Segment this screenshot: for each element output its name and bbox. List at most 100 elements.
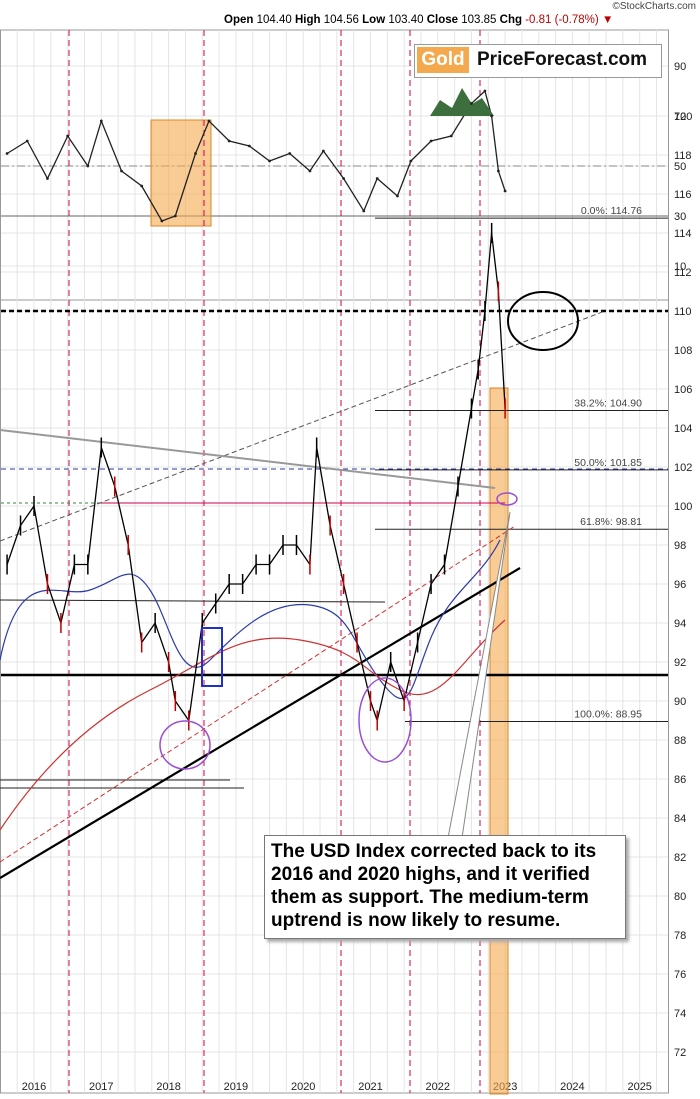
chg-value: -0.81 (-0.78%)	[525, 14, 599, 26]
year-tick-label: 2021	[358, 1081, 382, 1093]
year-tick-label: 2017	[89, 1081, 113, 1093]
price-tick-label: 110	[674, 306, 692, 318]
rsi-point	[120, 169, 123, 173]
rsi-point	[409, 159, 413, 163]
rsi-point	[288, 152, 292, 155]
low-circle-2018	[159, 720, 211, 770]
price-line	[6, 232, 506, 723]
chg-label: Chg	[499, 14, 523, 26]
pattern-rect-2018	[201, 627, 223, 687]
rsi-point	[86, 164, 90, 168]
year-tick-label: 2022	[426, 1081, 450, 1093]
rsi-tick-label: 30	[674, 211, 686, 223]
price-tick-label: 76	[674, 969, 686, 981]
rsi-point	[490, 114, 494, 118]
rsi-point	[496, 169, 500, 173]
target-ellipse	[507, 291, 579, 351]
rsi-point	[342, 177, 345, 180]
rsi-point	[503, 189, 507, 193]
price-tick-label: 92	[674, 657, 686, 669]
trend-dashed-grey	[0, 310, 606, 542]
annotation-box: The USD Index corrected back to its 2016…	[264, 835, 626, 939]
rsi-point	[194, 152, 197, 155]
price-tick-label: 96	[674, 579, 686, 591]
rsi-point	[25, 139, 29, 143]
chg-down-arrow-icon: ▼	[601, 14, 614, 26]
rsi-tick-label: 90	[674, 61, 686, 73]
rsi-point	[483, 89, 487, 93]
close-label: Close	[426, 14, 459, 26]
ohlc-readout: Open 104.40 High 104.56 Low 103.40 Close…	[224, 14, 613, 26]
fib-label: 61.8%: 98.81	[580, 516, 642, 528]
year-tick-label: 2020	[291, 1081, 315, 1093]
rsi-point	[46, 177, 49, 180]
rsi-point	[268, 159, 271, 163]
rsi-point	[66, 134, 70, 138]
rsi-point	[375, 177, 379, 180]
rsi-point	[207, 119, 211, 123]
price-tick-label: 114	[674, 228, 692, 240]
fib-label: 50.0%: 101.85	[574, 457, 642, 469]
trend-red-dashed	[0, 525, 516, 863]
price-tick-label: 118	[674, 150, 692, 162]
rsi-highlight-2017	[150, 119, 212, 227]
price-tick-label: 98	[674, 540, 686, 552]
site-logo: Gold PriceForecast.com	[414, 44, 662, 78]
price-panel-frame	[0, 299, 669, 1094]
price-tick-label: 102	[674, 462, 692, 474]
year-tick-label: 2016	[22, 1081, 46, 1093]
ma-blue	[0, 539, 501, 700]
price-tick-label: 100	[674, 501, 692, 513]
price-tick-label: 120	[674, 111, 692, 123]
low-value: 103.40	[388, 14, 424, 26]
year-tick-label: 2024	[560, 1081, 584, 1093]
price-tick-label: 86	[674, 774, 686, 786]
price-tick-label: 90	[674, 696, 686, 708]
high-value: 104.56	[323, 14, 359, 26]
fib-label: 38.2%: 104.90	[574, 397, 642, 409]
rsi-tick-label: 70	[674, 111, 686, 123]
rsi-point	[470, 102, 473, 105]
low-circle-2021	[358, 677, 412, 763]
rsi-point	[140, 184, 144, 188]
current-circle	[496, 492, 518, 506]
year-tick-label: 2025	[627, 1081, 651, 1093]
price-tick-label: 84	[674, 813, 686, 825]
logo-gold: Gold	[417, 47, 469, 73]
rsi-tick-label: 10	[674, 261, 686, 273]
rsi-point	[160, 219, 164, 223]
open-value: 104.40	[256, 14, 292, 26]
price-tick-label: 88	[674, 735, 686, 747]
price-highlight-2022	[489, 387, 509, 1095]
trend-grey-down	[0, 429, 496, 489]
rsi-point	[99, 119, 103, 123]
rsi-point	[321, 149, 325, 153]
rsi-point	[247, 144, 251, 148]
close-value: 103.85	[461, 14, 497, 26]
price-tick-label: 94	[674, 618, 686, 630]
price-tick-label: 74	[674, 1008, 686, 1020]
year-tick-label: 2018	[156, 1081, 180, 1093]
brand-credit: ©StockCharts.com	[612, 1, 696, 12]
price-tick-label: 104	[674, 423, 692, 435]
price-tick-label: 112	[674, 267, 692, 279]
rsi-point	[173, 214, 177, 218]
price-tick-label: 82	[674, 852, 686, 864]
price-tick-label: 108	[674, 345, 692, 357]
price-tick-label: 116	[674, 189, 692, 201]
ma-red	[0, 619, 506, 831]
price-tick-label: 80	[674, 891, 686, 903]
year-tick-label: 2019	[224, 1081, 248, 1093]
rsi-point	[396, 194, 399, 198]
fib-label: 0.0%: 114.76	[581, 205, 642, 217]
rsi-point	[5, 152, 9, 155]
rsi-overbought-fill	[430, 88, 494, 116]
rsi-point	[227, 139, 231, 143]
rsi-point	[308, 169, 312, 173]
fib-label: 100.0%: 88.95	[574, 708, 642, 720]
low-label: Low	[362, 14, 386, 26]
rsi-point	[429, 139, 433, 143]
trend-black-up	[0, 567, 521, 879]
